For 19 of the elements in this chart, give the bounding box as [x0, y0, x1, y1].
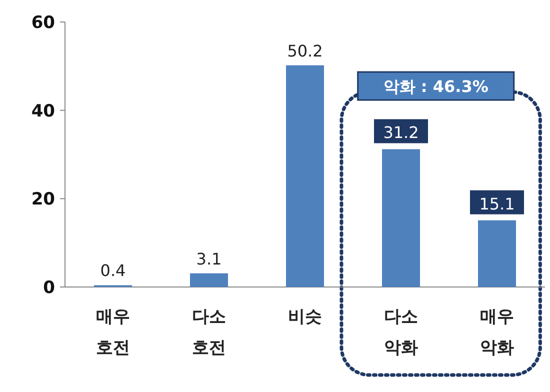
data-label: 31.2	[383, 123, 419, 142]
data-label: 3.1	[196, 249, 222, 268]
x-tick-label: 비슷	[288, 307, 322, 327]
data-label: 50.2	[287, 41, 323, 60]
x-tick-label: 매우 호전	[96, 307, 130, 358]
x-tick-label: 다소 호전	[192, 307, 226, 358]
y-tick-label: 40	[31, 101, 56, 122]
x-tick-label: 다소 악화	[384, 307, 418, 358]
annotation: 악화 : 46.3%	[383, 77, 488, 96]
y-tick-label: 60	[31, 13, 56, 33]
bar	[382, 149, 420, 287]
bar	[478, 220, 516, 287]
bar	[286, 65, 324, 287]
y-tick-label: 20	[31, 190, 56, 210]
y-tick-label: 0	[43, 278, 56, 298]
bar	[190, 273, 228, 287]
x-tick-label: 매우 악화	[480, 307, 514, 358]
data-label: 0.4	[100, 261, 126, 280]
data-label: 15.1	[479, 194, 515, 214]
